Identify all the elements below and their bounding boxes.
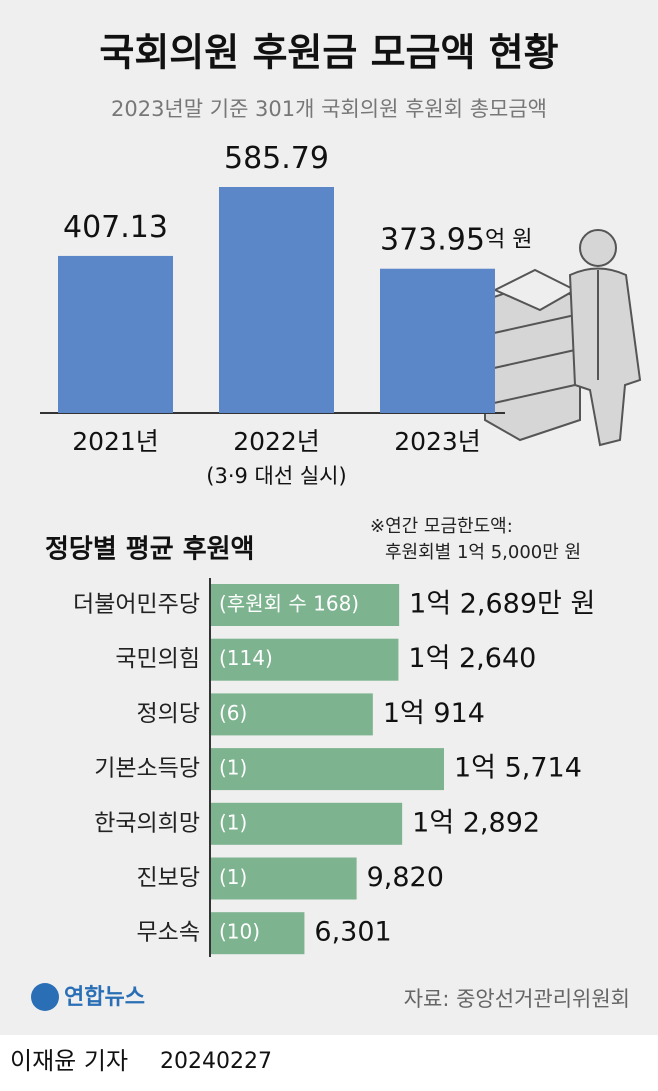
logo: 연합뉴스 xyxy=(64,984,145,1010)
data-label: 6,301 xyxy=(314,917,391,948)
data-label: 585.79 xyxy=(224,141,329,176)
count-label: (1) xyxy=(219,865,247,889)
illustration xyxy=(484,229,642,447)
x-tick-label: 2022년 xyxy=(233,427,320,456)
note: 후원회별 1억 5,000만 원 xyxy=(385,542,581,563)
y-tick-label: 정의당 xyxy=(137,701,200,727)
y-tick-label: 더불어민주당 xyxy=(73,592,200,618)
y-tick-label: 한국의희망 xyxy=(94,810,200,836)
bar xyxy=(211,802,403,845)
bar xyxy=(211,912,305,955)
category-note: (3·9 대선 실시) xyxy=(206,464,346,488)
count-label: (6) xyxy=(219,701,247,725)
title: 국회의원 후원금 모금액 현황 xyxy=(99,31,558,75)
data-label: 9,820 xyxy=(367,862,444,893)
bar xyxy=(58,255,173,413)
bar xyxy=(219,187,334,413)
bar xyxy=(211,584,400,626)
x-tick-label: 2021년 xyxy=(72,427,159,456)
logo-icon xyxy=(31,983,59,1011)
bar xyxy=(211,638,399,681)
data-label: 373.95억 원 xyxy=(380,222,532,257)
credit-strip xyxy=(0,1035,658,1091)
count-label: (1) xyxy=(219,810,247,834)
value: 373.95 xyxy=(380,222,485,257)
reporter: 이재윤 기자 xyxy=(10,1047,128,1075)
unit: 억 원 xyxy=(485,228,532,253)
data-label: 1억 914 xyxy=(383,698,485,729)
source: 자료: 중앙선거관리위원회 xyxy=(404,987,630,1011)
y-tick-label: 무소속 xyxy=(137,920,200,946)
data-label: 1억 2,689만 원 xyxy=(409,589,595,620)
bar xyxy=(380,268,495,413)
bar xyxy=(211,857,357,900)
value: 407.13 xyxy=(63,209,168,244)
data-label: 1억 2,892 xyxy=(412,807,540,838)
y-tick-label: 기본소득당 xyxy=(94,756,200,782)
bar xyxy=(211,748,444,791)
chart-title: 정당별 평균 후원액 xyxy=(45,535,254,565)
date: 20240227 xyxy=(160,1049,272,1074)
data-label: 407.13 xyxy=(63,209,168,244)
data-label: 1억 2,640 xyxy=(408,643,536,674)
count-label: (1) xyxy=(219,756,247,780)
value: 585.79 xyxy=(224,141,329,176)
data-label: 1억 5,714 xyxy=(454,753,582,784)
bar xyxy=(211,693,373,736)
count-label: (후원회 수 168) xyxy=(219,592,359,616)
y-tick-label: 국민의힘 xyxy=(115,646,200,672)
count-label: (114) xyxy=(219,646,273,670)
y-tick-label: 진보당 xyxy=(137,865,200,891)
x-tick-label: 2023년 xyxy=(394,427,481,456)
count-label: (10) xyxy=(219,920,260,944)
subtitle: 2023년말 기준 301개 국회의원 후원회 총모금액 xyxy=(111,97,547,121)
note: ※연간 모금한도액: xyxy=(370,516,513,537)
